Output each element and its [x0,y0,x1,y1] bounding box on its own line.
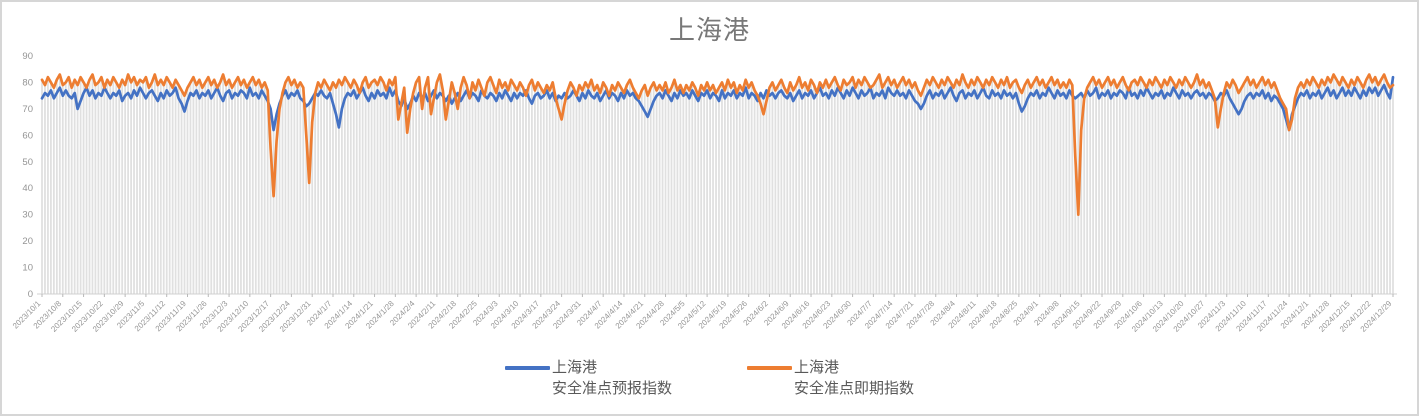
legend-line-swatch-orange [747,365,792,370]
x-axis-labels: 2023/10/12023/10/82023/10/152023/10/2220… [11,299,1394,334]
legend-label-spot-index: 安全准点即期指数 [794,380,915,398]
svg-text:50: 50 [22,157,33,168]
legend-line-swatch-blue [504,365,550,370]
legend-label-port-spot: 上海港 [794,358,840,376]
svg-text:60: 60 [22,130,33,141]
svg-text:0: 0 [28,289,33,300]
y-axis-labels: 0 10 20 30 40 50 60 70 80 90 [22,51,33,300]
legend-label-forecast-index: 安全准点预报指数 [551,380,672,398]
svg-text:20: 20 [22,236,33,247]
legend: 上海港 安全准点预报指数 上海港 安全准点即期指数 [2,357,1417,401]
x-axis-ticks [41,294,1394,297]
svg-text:90: 90 [22,51,33,62]
legend-label-port-forecast: 上海港 [551,358,597,376]
svg-text:10: 10 [22,263,33,274]
drop-lines [41,75,1394,294]
svg-text:30: 30 [22,210,33,221]
svg-text:80: 80 [22,77,33,88]
series-line-spot-index [40,73,1395,217]
legend-item-forecast-index[interactable]: 上海港 安全准点预报指数 [504,357,672,401]
svg-text:40: 40 [22,183,33,194]
svg-text:70: 70 [22,104,33,115]
legend-item-spot-index[interactable]: 上海港 安全准点即期指数 [747,357,914,401]
chart-title: 上海港 [668,15,750,45]
plot-area: 2023/10/12023/10/82023/10/152023/10/2220… [11,51,1397,334]
